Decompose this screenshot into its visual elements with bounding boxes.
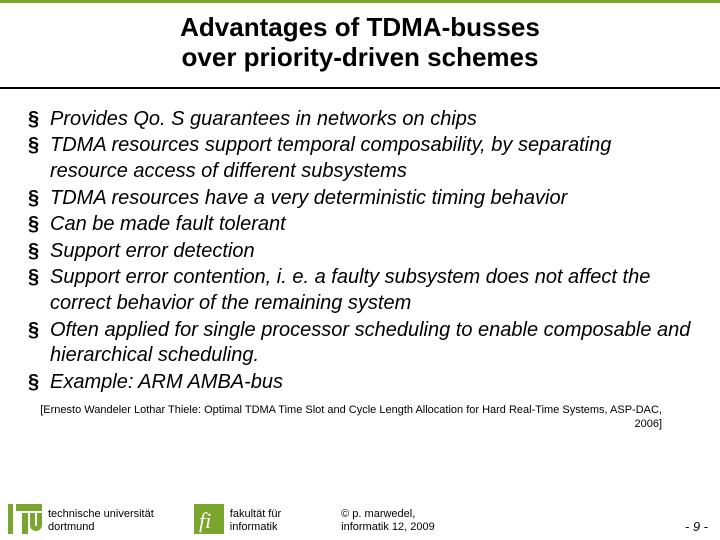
bullet-item: Can be made fault tolerant (28, 212, 692, 238)
page-number: - 9 - (685, 519, 708, 534)
bullet-item: Support error contention, i. e. a faulty… (28, 265, 692, 316)
content-area: Provides Qo. S guarantees in networks on… (0, 89, 720, 432)
tu-logo-icon (8, 504, 42, 534)
title-line-1: Advantages of TDMA-busses (180, 12, 540, 42)
fac-line-2: informatik (230, 521, 278, 533)
author-line-2: informatik 12, 2009 (341, 521, 435, 533)
citation-text: [Ernesto Wandeler Lothar Thiele: Optimal… (28, 396, 692, 432)
author-line-1: © p. marwedel, (341, 508, 415, 520)
bullet-item: TDMA resources support temporal composab… (28, 133, 692, 184)
faculty-text: fakultät für informatik (230, 508, 281, 534)
title-line-2: over priority-driven schemes (182, 42, 539, 72)
bullet-item: Often applied for single processor sched… (28, 318, 692, 369)
author-text: © p. marwedel, informatik 12, 2009 (341, 508, 685, 534)
uni-line-1: technische universität (48, 508, 154, 520)
fac-line-1: fakultät für (230, 508, 281, 520)
slide-title: Advantages of TDMA-busses over priority-… (20, 13, 700, 73)
university-text: technische universität dortmund (48, 508, 154, 534)
uni-line-2: dortmund (48, 521, 94, 533)
title-block: Advantages of TDMA-busses over priority-… (0, 3, 720, 87)
bullet-item: Example: ARM AMBA-bus (28, 370, 692, 396)
bullet-item: TDMA resources have a very deterministic… (28, 186, 692, 212)
fi-logo-icon: fi (194, 504, 224, 534)
bullet-item: Support error detection (28, 239, 692, 265)
bullet-list: Provides Qo. S guarantees in networks on… (28, 107, 692, 396)
footer: technische universität dortmund fi fakul… (0, 504, 720, 534)
svg-text:fi: fi (199, 508, 211, 533)
bullet-item: Provides Qo. S guarantees in networks on… (28, 107, 692, 133)
